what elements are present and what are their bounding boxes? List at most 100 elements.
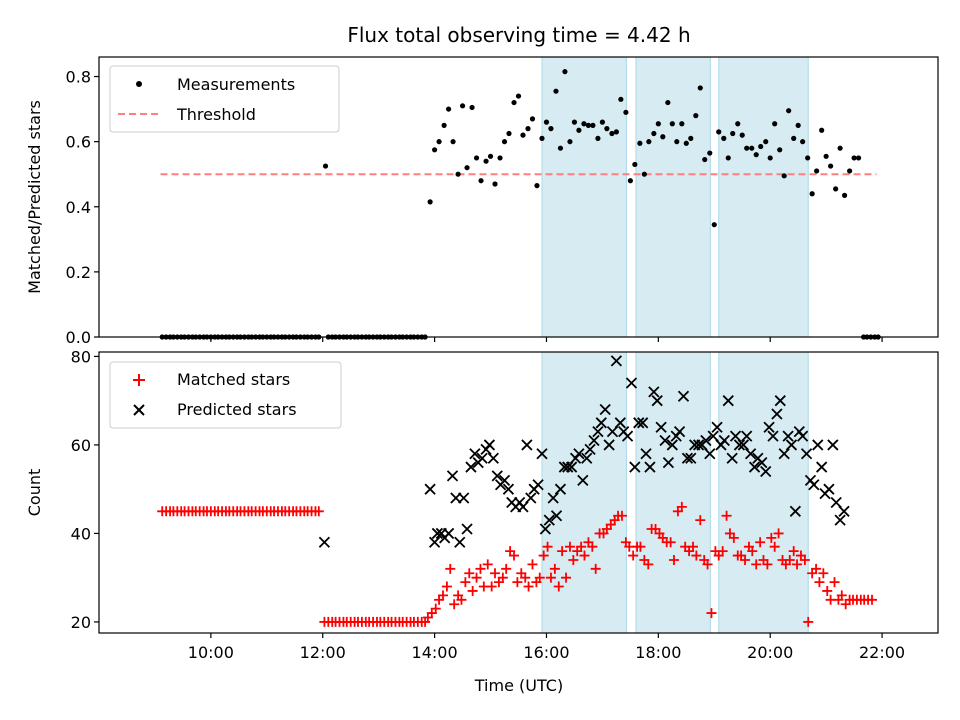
measurement-point [767, 155, 773, 161]
predicted-star-point [431, 527, 444, 540]
predicted-star-point [659, 434, 671, 447]
predicted-star-point [797, 430, 809, 442]
bottom-legend-box [109, 361, 342, 429]
measurement-point [679, 121, 685, 127]
predicted-star-point [789, 505, 802, 517]
predicted-star-point [733, 439, 746, 451]
predicted-star-point [454, 536, 466, 548]
matched-star-point [564, 541, 575, 552]
predicted-star-point [562, 461, 574, 473]
measurement-point [548, 126, 554, 132]
measurement-point [805, 155, 811, 161]
predicted-star-point [483, 439, 496, 451]
legend-threshold-label: Threshold [176, 105, 256, 124]
predicted-star-point [692, 439, 705, 451]
matched-star-point [501, 563, 512, 574]
matched-star-point [747, 546, 758, 557]
measurement-point [800, 139, 806, 145]
predicted-star-point [666, 439, 678, 451]
matched-star-point [430, 603, 441, 614]
predicted-star-point [566, 461, 578, 473]
matched-star-point [553, 581, 564, 592]
measurement-point [473, 155, 480, 161]
measurement-point [525, 126, 531, 132]
predicted-star-point [737, 439, 749, 451]
measurement-point [632, 161, 638, 168]
measurement-point [553, 88, 559, 94]
measurement-point [730, 130, 736, 137]
predicted-star-point [640, 448, 652, 460]
bottom-axes-frame [98, 351, 939, 634]
matched-star-point [482, 559, 493, 570]
shaded-interval-0 [541, 56, 627, 338]
predicted-star-point [465, 461, 477, 473]
matched-star-point [717, 546, 728, 557]
y-tick-label: 0.8 [66, 68, 91, 87]
measurement-point [595, 135, 601, 141]
measurement-point [459, 103, 466, 109]
predicted-star-point [599, 403, 611, 416]
matched-star-point [449, 599, 460, 610]
predicted-star-point [722, 395, 734, 407]
measurement-point [697, 85, 703, 91]
measurement-point [492, 181, 498, 187]
predicted-star-point [458, 492, 470, 504]
y-tick-label: 40 [71, 524, 91, 543]
measurement-point [725, 155, 731, 161]
measurement-points [159, 69, 881, 340]
measurement-point [819, 127, 825, 133]
top-legend: Measurements Threshold [109, 65, 340, 133]
predicted-star-point [584, 443, 596, 455]
measurement-point [483, 158, 489, 164]
matched-star-point [616, 510, 627, 521]
predicted-star-point [442, 527, 455, 540]
measurement-point [445, 106, 452, 112]
legend-measurements-marker [136, 81, 142, 87]
measurement-point [841, 192, 848, 198]
predicted-star-point [778, 448, 790, 460]
legend-predicted-label: Predicted stars [177, 400, 297, 419]
predicted-star-point [677, 390, 690, 402]
matched-star-point [587, 541, 598, 552]
measurement-point [753, 152, 759, 158]
predicted-star-point [487, 452, 499, 464]
predicted-star-point [756, 456, 768, 469]
x-tick-label: 14:00 [412, 643, 458, 662]
predicted-star-point [812, 439, 824, 451]
measurement-point [669, 121, 675, 127]
predicted-star-point [521, 439, 533, 451]
measurement-point [613, 129, 619, 135]
predicted-star-point [763, 421, 775, 433]
measurement-point [791, 135, 797, 141]
matched-star-point [579, 550, 590, 561]
matched-star-point [773, 528, 784, 539]
predicted-star-point [827, 439, 839, 451]
shaded-interval-1 [635, 56, 711, 338]
measurement-point [322, 163, 329, 169]
matched-star-point [445, 563, 456, 574]
predicted-star-point [532, 479, 544, 491]
predicted-star-point [554, 483, 567, 495]
predicted-star-point [573, 448, 585, 460]
matched-star-point [512, 577, 523, 588]
matched-star-point [561, 572, 572, 583]
predicted-star-point [446, 470, 459, 482]
y-tick-label: 60 [71, 436, 91, 455]
matched-star-point [740, 554, 751, 565]
measurement-point [847, 168, 853, 174]
matched-star-point [788, 546, 799, 557]
measurement-point [450, 139, 456, 145]
predicted-star-point [655, 421, 667, 433]
bottom-y-axis-label: Count [25, 469, 44, 517]
predicted-star-point [707, 430, 719, 442]
shaded-interval-1 [635, 351, 711, 634]
top-panel: 0.00.20.40.60.8 Matched/Predicted stars … [25, 56, 939, 347]
matched-star-point [676, 501, 687, 512]
matched-star-point [464, 568, 475, 579]
measurement-point [539, 135, 545, 141]
measurement-point [814, 168, 820, 174]
measurement-point [744, 145, 750, 151]
y-tick-label: 0.2 [66, 263, 91, 282]
matched-star-point [762, 559, 773, 570]
measurement-point [855, 155, 862, 161]
